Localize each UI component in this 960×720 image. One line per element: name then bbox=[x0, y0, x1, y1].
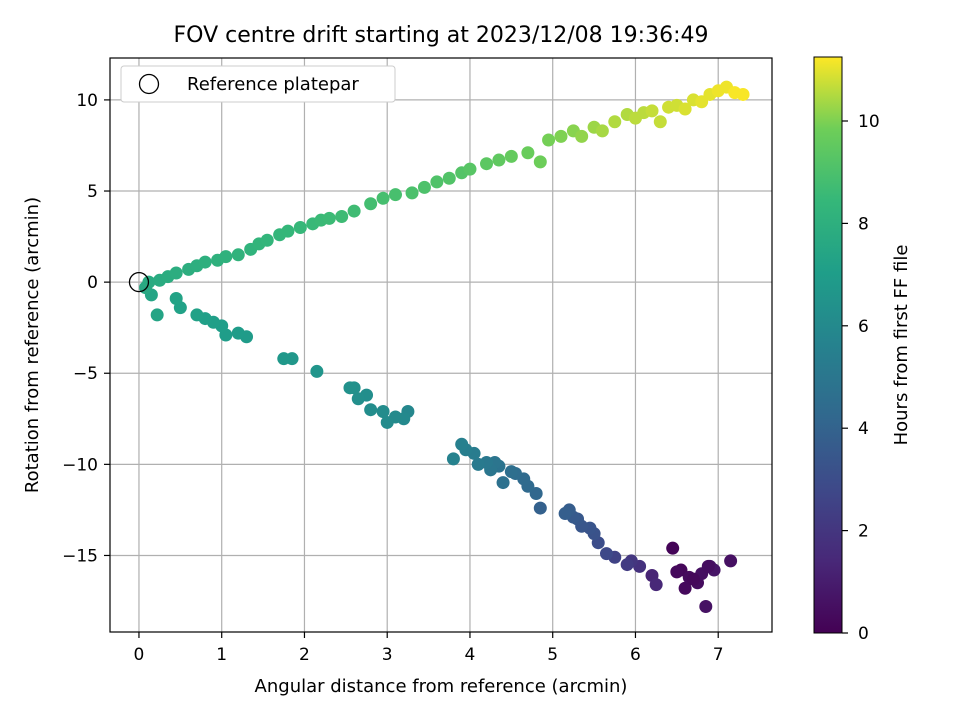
data-point bbox=[463, 162, 477, 176]
x-tick-label: 2 bbox=[299, 645, 310, 665]
data-point bbox=[455, 437, 469, 451]
x-tick-label: 6 bbox=[630, 645, 641, 665]
data-point bbox=[343, 381, 357, 395]
data-point bbox=[231, 326, 245, 340]
colorbar-tick-label: 2 bbox=[858, 522, 869, 542]
legend: Reference platepar bbox=[120, 65, 396, 103]
data-point bbox=[649, 578, 663, 592]
data-point bbox=[335, 210, 349, 224]
colorbar-tick-label: 8 bbox=[858, 214, 869, 234]
data-point bbox=[219, 250, 233, 264]
data-point bbox=[521, 146, 535, 160]
reference-point bbox=[128, 271, 150, 293]
data-point bbox=[542, 133, 556, 147]
data-point bbox=[724, 554, 738, 568]
data-point bbox=[678, 102, 692, 116]
colorbar-tick-label: 6 bbox=[858, 317, 869, 337]
y-axis-ticks: −15 −10 −5 0 5 10 bbox=[62, 91, 110, 566]
data-point bbox=[533, 155, 547, 169]
data-point bbox=[554, 129, 568, 143]
data-point bbox=[471, 457, 485, 471]
x-tick-label: 1 bbox=[216, 645, 227, 665]
data-point bbox=[442, 171, 456, 185]
data-point bbox=[600, 547, 613, 561]
scatter-points bbox=[139, 80, 750, 613]
data-point bbox=[376, 191, 390, 205]
data-point bbox=[666, 541, 680, 555]
data-point bbox=[620, 558, 634, 572]
x-tick-label: 3 bbox=[382, 645, 393, 665]
data-point bbox=[558, 507, 572, 521]
data-point bbox=[504, 149, 518, 163]
colorbar-tick-label: 10 bbox=[858, 112, 880, 132]
data-point bbox=[699, 599, 713, 613]
x-axis-ticks: 0 1 2 3 4 5 6 7 bbox=[134, 632, 724, 665]
data-point bbox=[169, 266, 183, 280]
data-point bbox=[277, 352, 291, 366]
data-point bbox=[701, 559, 715, 573]
data-point bbox=[492, 153, 506, 167]
data-point bbox=[575, 129, 589, 143]
x-axis-label: Angular distance from reference (arcmin) bbox=[255, 676, 628, 697]
data-point bbox=[446, 452, 460, 466]
y-tick-label: 10 bbox=[76, 91, 98, 111]
data-point bbox=[608, 115, 622, 129]
data-point bbox=[686, 572, 700, 586]
data-point bbox=[364, 197, 378, 211]
data-point bbox=[645, 104, 659, 118]
data-point bbox=[678, 581, 692, 595]
grid-lines bbox=[110, 58, 772, 632]
data-point bbox=[380, 415, 394, 429]
data-point bbox=[595, 124, 609, 138]
data-point bbox=[504, 465, 518, 479]
data-point bbox=[670, 565, 684, 579]
data-point bbox=[653, 115, 667, 129]
legend-box bbox=[120, 65, 396, 103]
x-tick-label: 5 bbox=[547, 645, 558, 665]
data-point bbox=[405, 186, 419, 200]
data-point bbox=[533, 501, 547, 515]
chart-title: FOV centre drift starting at 2023/12/08 … bbox=[174, 23, 709, 48]
data-point bbox=[351, 392, 365, 406]
data-point bbox=[231, 248, 245, 262]
y-tick-label: 0 bbox=[87, 273, 98, 293]
y-tick-label: 5 bbox=[87, 182, 98, 202]
data-point bbox=[198, 255, 212, 269]
data-point bbox=[190, 308, 204, 322]
data-point bbox=[347, 204, 361, 218]
data-point bbox=[260, 233, 274, 247]
data-point bbox=[430, 175, 444, 189]
data-point bbox=[150, 308, 164, 322]
colorbar-ticks: 0 2 4 6 8 10 bbox=[842, 112, 880, 644]
x-tick-label: 0 bbox=[134, 645, 145, 665]
data-point bbox=[417, 180, 431, 194]
colorbar-label: Hours from first FF file bbox=[891, 245, 912, 446]
y-tick-label: −15 bbox=[62, 546, 98, 566]
legend-label: Reference platepar bbox=[187, 74, 359, 95]
data-point bbox=[388, 188, 402, 202]
y-axis-label: Rotation from reference (arcmin) bbox=[22, 197, 43, 493]
legend-marker bbox=[138, 73, 160, 95]
colorbar-tick-label: 0 bbox=[858, 624, 869, 644]
data-point bbox=[281, 224, 295, 238]
y-tick-label: −10 bbox=[62, 455, 98, 475]
plot-frame bbox=[109, 57, 773, 633]
colorbar bbox=[813, 56, 843, 634]
reference-marker bbox=[128, 271, 150, 293]
data-point bbox=[480, 157, 494, 171]
data-point bbox=[169, 292, 183, 306]
data-point bbox=[322, 211, 336, 225]
x-tick-label: 7 bbox=[713, 645, 724, 665]
data-point bbox=[376, 405, 390, 419]
x-tick-label: 4 bbox=[465, 645, 476, 665]
colorbar-tick-label: 4 bbox=[858, 419, 869, 439]
y-tick-label: −5 bbox=[73, 364, 98, 384]
data-point bbox=[364, 403, 378, 417]
data-point bbox=[293, 220, 307, 234]
data-point bbox=[736, 87, 750, 101]
data-point bbox=[310, 364, 324, 378]
data-point bbox=[496, 476, 510, 490]
